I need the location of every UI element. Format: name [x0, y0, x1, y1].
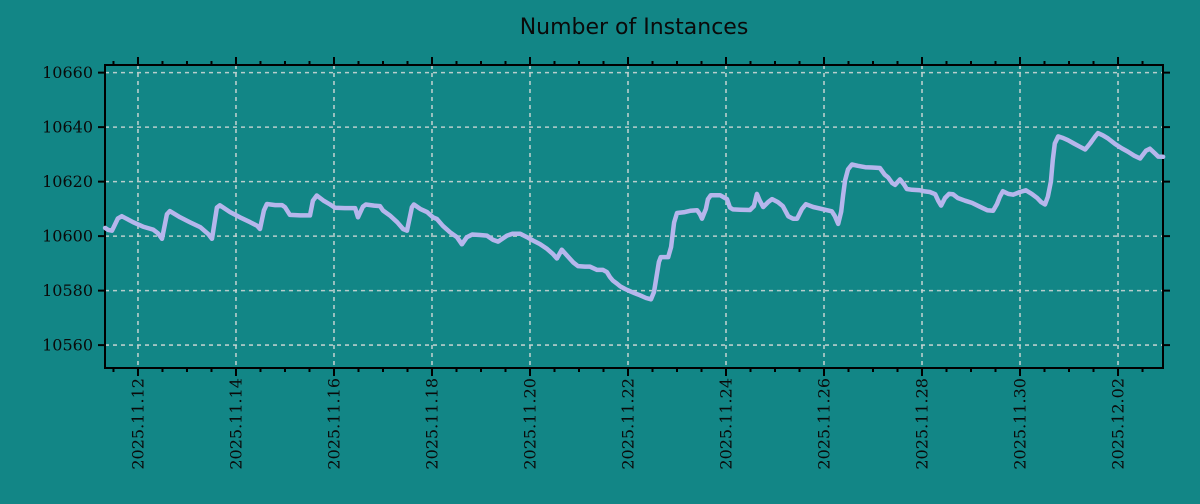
plot-frame: [104, 64, 1164, 369]
y-tick-label: 10620: [42, 172, 93, 191]
x-tick-label: 2025.12.02: [1109, 378, 1128, 470]
series-line-instances: [102, 130, 1166, 302]
x-tick-label: 2025.11.30: [1011, 378, 1030, 470]
x-tick-label: 2025.11.28: [913, 378, 932, 470]
y-tick-label: 10660: [42, 63, 93, 82]
y-tick-label: 10600: [42, 227, 93, 246]
x-tick-label: 2025.11.22: [618, 378, 637, 470]
y-tick-label: 10580: [42, 281, 93, 300]
x-tick-label: 2025.11.18: [422, 378, 441, 470]
x-tick-label: 2025.11.24: [717, 378, 736, 470]
x-tick-label: 2025.11.20: [520, 378, 539, 470]
x-tick-label: 2025.11.16: [324, 378, 343, 470]
y-tick-label: 10640: [42, 118, 93, 137]
x-tick-label: 2025.11.14: [226, 378, 245, 470]
y-tick-label: 10560: [42, 336, 93, 355]
x-tick-label: 2025.11.26: [815, 378, 834, 470]
chart-title: Number of Instances: [519, 15, 749, 40]
x-tick-label: 2025.11.12: [128, 378, 147, 470]
